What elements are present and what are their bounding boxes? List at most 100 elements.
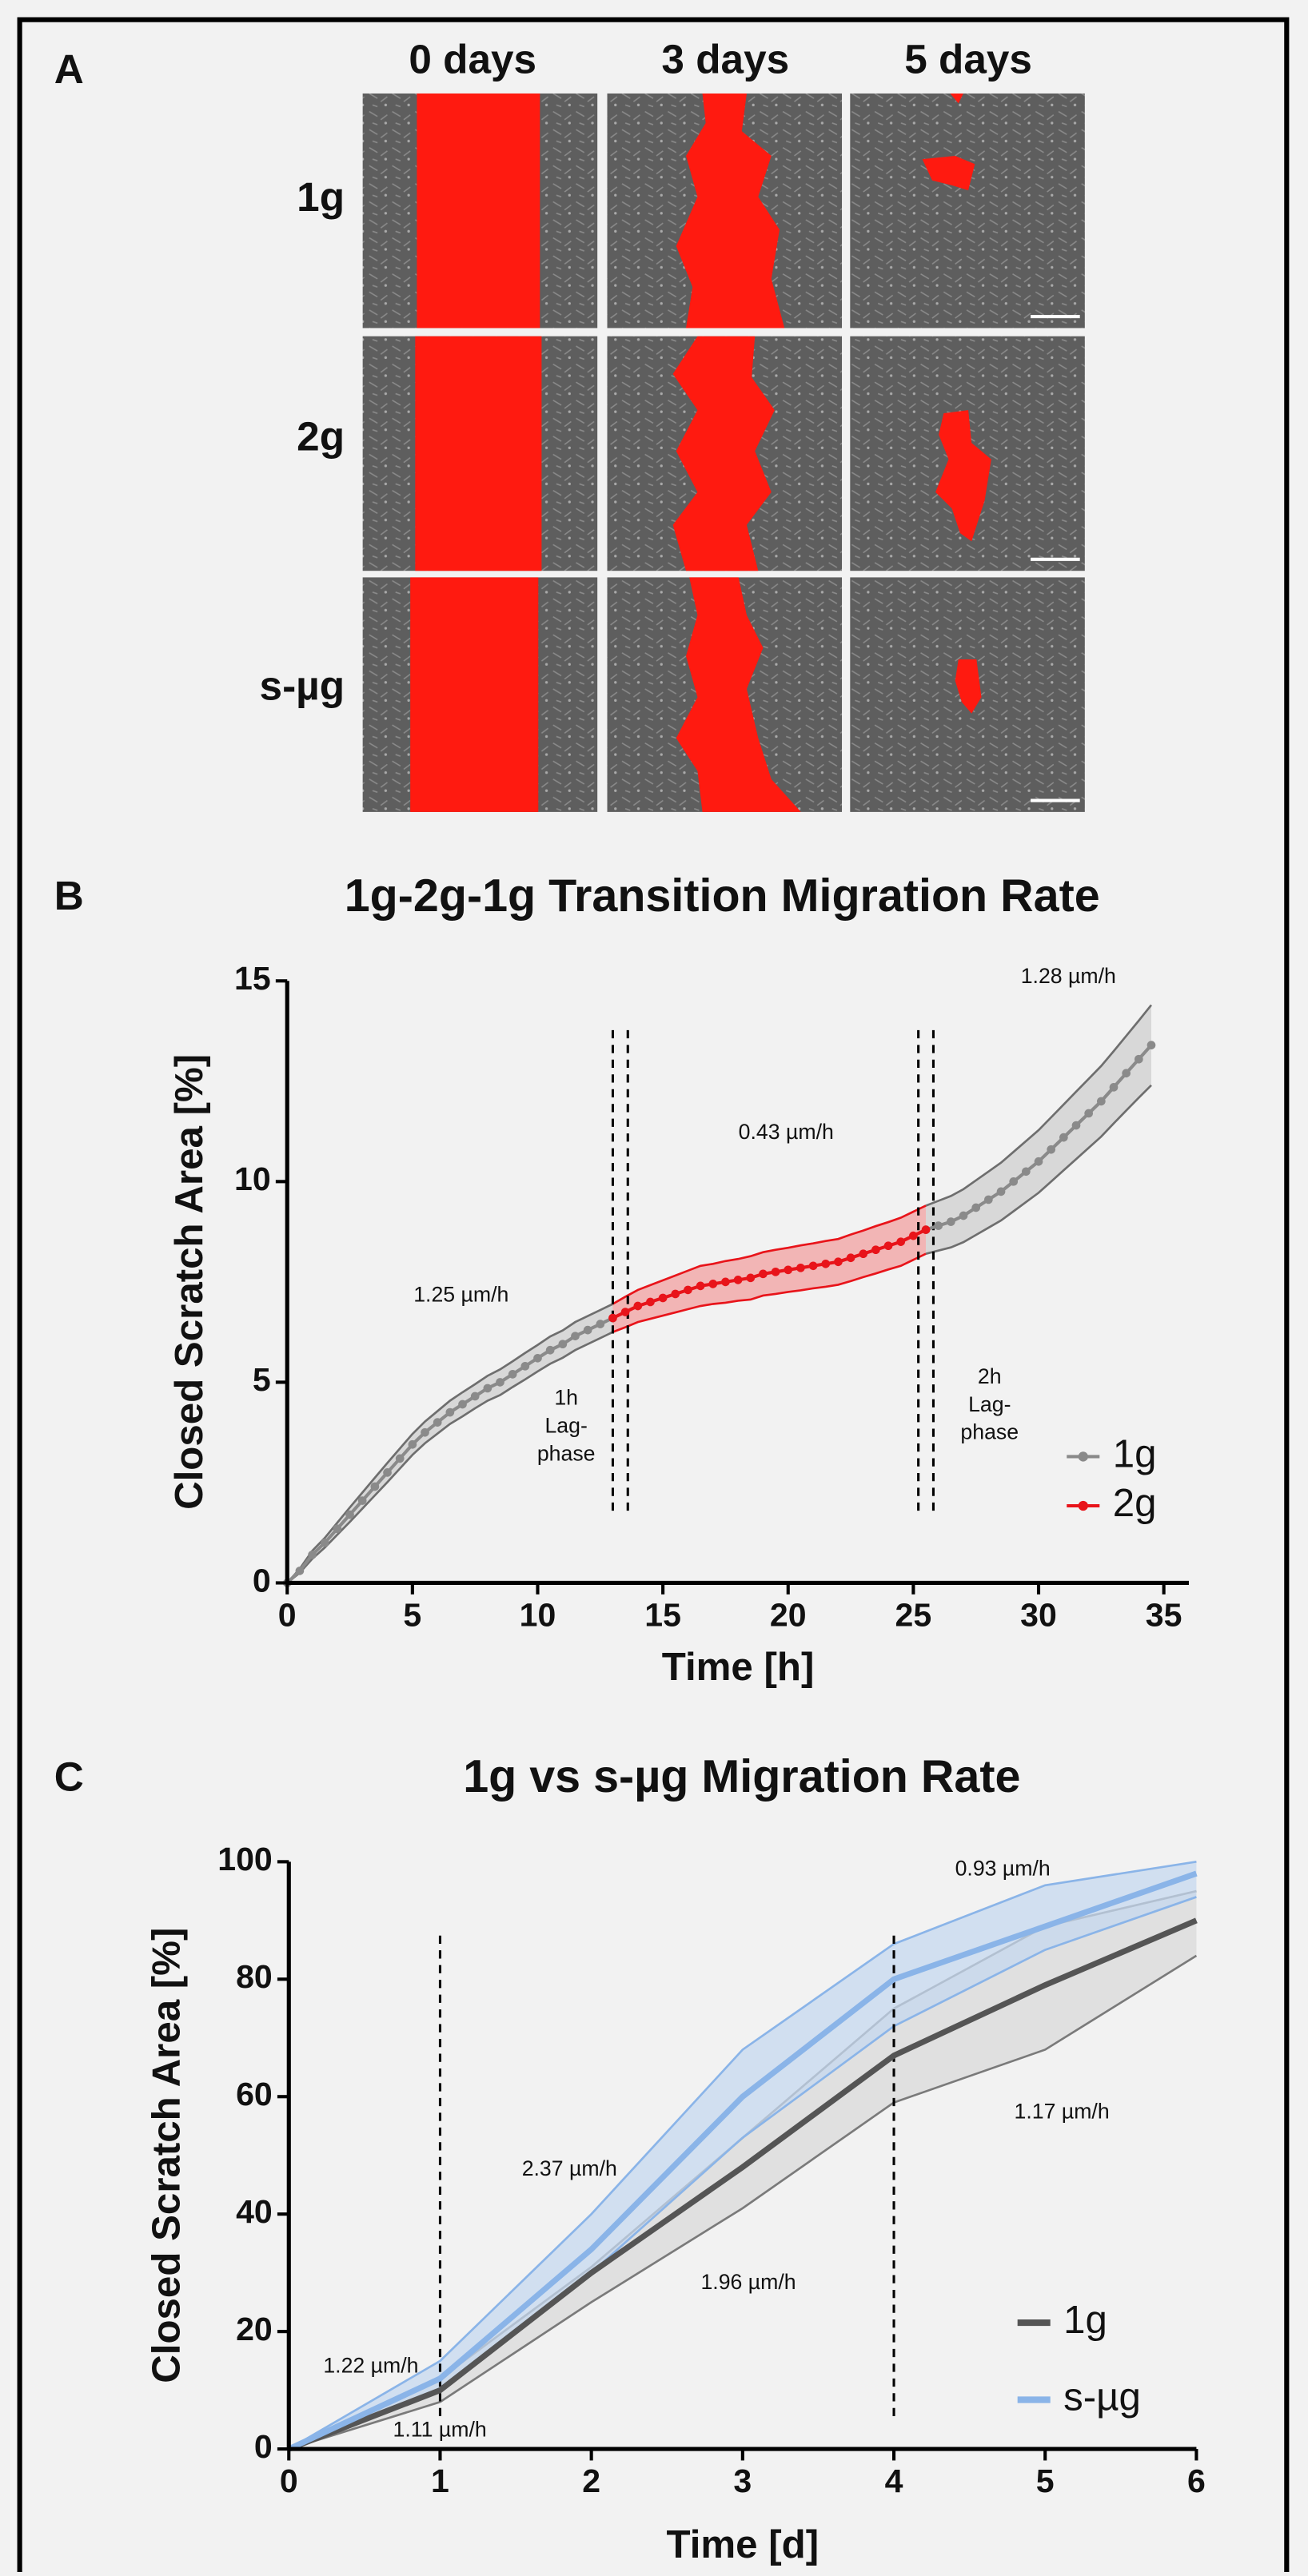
annotation: 1.22 µm/h bbox=[323, 2354, 418, 2378]
data-point bbox=[483, 1384, 492, 1393]
data-point bbox=[583, 1325, 592, 1335]
data-point bbox=[421, 1427, 429, 1437]
data-point bbox=[1122, 1069, 1131, 1078]
annotation: 1.25 µm/h bbox=[413, 1282, 508, 1306]
error-band bbox=[287, 1304, 613, 1583]
x-tick-label: 20 bbox=[770, 1596, 807, 1633]
x-tick-label: 5 bbox=[1036, 2463, 1055, 2499]
band-edge bbox=[286, 1303, 614, 1584]
data-point bbox=[784, 1265, 793, 1275]
data-point bbox=[771, 1267, 780, 1276]
annotation: 1.96 µm/h bbox=[700, 2270, 796, 2294]
y-tick-label: 5 bbox=[253, 1361, 271, 1398]
legend-label: 1g bbox=[1063, 2298, 1107, 2342]
panel-label: B bbox=[54, 873, 84, 918]
y-axis-label: Closed Scratch Area [%] bbox=[167, 1054, 211, 1510]
x-tick-label: 0 bbox=[278, 1596, 297, 1633]
data-point bbox=[1071, 1121, 1081, 1130]
micrograph bbox=[850, 93, 1085, 328]
data-point bbox=[408, 1439, 417, 1449]
error-band bbox=[612, 1205, 927, 1332]
data-point bbox=[708, 1280, 718, 1288]
x-tick-label: 10 bbox=[520, 1596, 556, 1633]
data-point bbox=[596, 1320, 605, 1328]
data-point bbox=[846, 1253, 855, 1263]
data-point bbox=[733, 1276, 743, 1284]
panel-label: C bbox=[54, 1754, 84, 1799]
x-tick-label: 5 bbox=[403, 1596, 421, 1633]
data-point bbox=[370, 1482, 380, 1491]
panel-label: A bbox=[54, 46, 84, 92]
scratch bbox=[410, 577, 539, 812]
data-point bbox=[520, 1361, 530, 1371]
data-point bbox=[496, 1378, 504, 1387]
scratch bbox=[415, 336, 542, 571]
data-point bbox=[1022, 1167, 1031, 1177]
data-point bbox=[996, 1187, 1006, 1196]
y-tick-label: 20 bbox=[236, 2311, 273, 2347]
y-tick-label: 80 bbox=[236, 1958, 273, 1995]
row-label: 1g bbox=[297, 174, 345, 220]
data-point bbox=[1134, 1054, 1143, 1064]
x-tick-label: 1 bbox=[431, 2463, 449, 2499]
data-point bbox=[896, 1237, 906, 1246]
y-tick-label: 40 bbox=[236, 2193, 273, 2230]
data-point bbox=[545, 1345, 555, 1355]
annotation: 1.11 µm/h bbox=[393, 2418, 487, 2442]
data-point bbox=[1084, 1109, 1094, 1118]
data-point bbox=[871, 1245, 880, 1255]
chart-title: 1g-2g-1g Transition Migration Rate bbox=[345, 870, 1100, 922]
data-point bbox=[984, 1195, 993, 1204]
x-tick-label: 3 bbox=[733, 2463, 752, 2499]
data-point bbox=[433, 1418, 442, 1427]
annotation: Lag- bbox=[968, 1392, 1011, 1416]
data-point bbox=[571, 1332, 580, 1340]
annotation: 2h bbox=[978, 1364, 1002, 1388]
data-point bbox=[558, 1340, 568, 1349]
data-point bbox=[608, 1313, 617, 1323]
data-point bbox=[345, 1510, 354, 1519]
legend-marker bbox=[1078, 1500, 1088, 1511]
legend-label: s-µg bbox=[1063, 2375, 1141, 2419]
band-edge bbox=[286, 1331, 614, 1584]
row-label: s-µg bbox=[260, 663, 345, 709]
x-axis-label: Time [h] bbox=[662, 1645, 815, 1689]
data-point bbox=[684, 1285, 692, 1295]
legend-marker bbox=[1078, 1451, 1088, 1462]
x-tick-label: 4 bbox=[885, 2463, 903, 2499]
data-point bbox=[320, 1538, 329, 1547]
y-axis-label: Closed Scratch Area [%] bbox=[144, 1928, 188, 2383]
data-point bbox=[721, 1277, 730, 1287]
annotation: 0.43 µm/h bbox=[739, 1120, 834, 1144]
data-point bbox=[971, 1203, 981, 1212]
series-line bbox=[287, 1917, 1198, 2452]
data-point bbox=[883, 1241, 893, 1251]
data-point bbox=[357, 1496, 367, 1505]
data-point bbox=[1009, 1177, 1019, 1186]
data-point bbox=[1096, 1097, 1106, 1106]
scratch bbox=[676, 577, 801, 812]
legend-label: 2g bbox=[1113, 1481, 1157, 1525]
data-point bbox=[508, 1370, 517, 1379]
data-point bbox=[533, 1353, 542, 1363]
data-point bbox=[1047, 1145, 1056, 1154]
data-point bbox=[671, 1289, 680, 1299]
scratch bbox=[676, 93, 785, 328]
y-tick-label: 100 bbox=[217, 1841, 272, 1877]
data-point bbox=[759, 1269, 768, 1279]
x-tick-label: 25 bbox=[895, 1596, 932, 1633]
y-tick-label: 10 bbox=[234, 1161, 271, 1197]
data-point bbox=[395, 1454, 405, 1463]
y-tick-label: 15 bbox=[234, 960, 271, 997]
data-point bbox=[470, 1392, 480, 1401]
data-point bbox=[658, 1293, 668, 1303]
x-tick-label: 0 bbox=[280, 2463, 298, 2499]
scratch bbox=[672, 336, 775, 571]
legend-label: 1g bbox=[1113, 1431, 1157, 1475]
data-point bbox=[633, 1301, 643, 1311]
data-point bbox=[445, 1407, 455, 1417]
x-axis-label: Time [d] bbox=[667, 2522, 819, 2566]
data-point bbox=[696, 1281, 705, 1291]
x-tick-label: 30 bbox=[1020, 1596, 1057, 1633]
